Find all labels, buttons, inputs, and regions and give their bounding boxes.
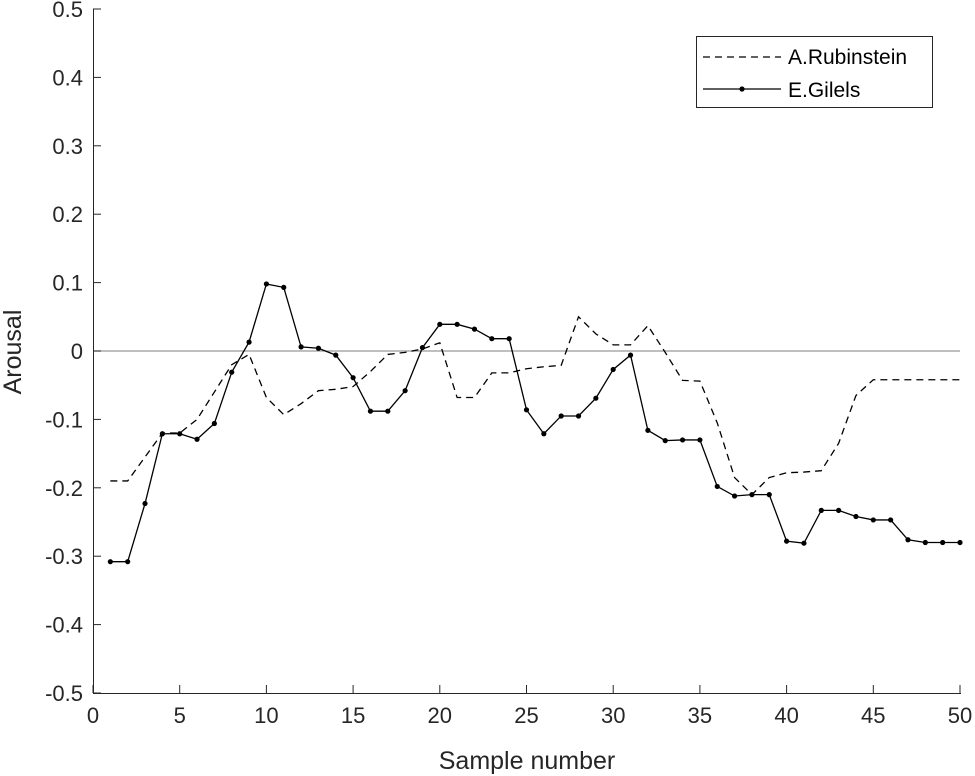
data-point-e-gilels: [298, 344, 304, 350]
data-point-e-gilels: [541, 431, 547, 437]
data-point-e-gilels: [627, 352, 634, 358]
data-point-e-gilels: [922, 539, 928, 546]
data-point-e-gilels: [506, 336, 512, 342]
data-point-e-gilels: [749, 492, 755, 498]
data-point-e-gilels: [697, 437, 703, 443]
data-point-e-gilels: [471, 326, 478, 332]
legend: A.Rubinstein E.Gilels: [696, 36, 933, 108]
y-tick-label: 0.5: [52, 0, 83, 22]
x-tick-label: 10: [254, 703, 278, 728]
data-point-e-gilels: [437, 321, 443, 327]
x-tick-label: 5: [174, 703, 186, 728]
y-tick-label: -0.3: [45, 544, 83, 569]
data-point-e-gilels: [142, 500, 148, 507]
y-tick-label: 0: [71, 339, 83, 364]
data-point-e-gilels: [350, 375, 356, 381]
data-point-e-gilels: [315, 345, 322, 351]
data-point-e-gilels: [489, 336, 495, 342]
legend-box: [696, 36, 933, 108]
data-point-e-gilels: [211, 420, 217, 427]
data-point-e-gilels: [333, 352, 339, 358]
y-axis-title: Arousal: [0, 310, 27, 395]
data-point-e-gilels: [281, 284, 287, 290]
data-point-e-gilels: [107, 559, 113, 565]
series-line-e-gilels: [110, 283, 960, 563]
data-point-e-gilels: [593, 395, 599, 401]
x-tick-label: 15: [341, 703, 365, 728]
data-point-e-gilels: [177, 431, 183, 437]
data-point-e-gilels: [454, 321, 460, 327]
data-point-e-gilels: [229, 369, 235, 375]
data-point-e-gilels: [662, 438, 668, 444]
x-tick-label: 0: [87, 703, 99, 728]
data-point-e-gilels: [957, 539, 963, 546]
data-point-e-gilels: [818, 507, 824, 513]
x-axis-title: Sample number: [439, 747, 615, 775]
data-point-e-gilels: [575, 413, 582, 419]
series-line-a-rubinstein: [110, 315, 960, 496]
data-point-e-gilels: [905, 537, 911, 543]
data-point-e-gilels: [367, 408, 374, 414]
data-point-e-gilels: [784, 538, 790, 544]
data-point-e-gilels: [801, 540, 807, 546]
legend-label-e-gilels: E.Gilels: [788, 79, 860, 102]
data-point-e-gilels: [385, 408, 391, 414]
data-point-e-gilels: [888, 517, 894, 523]
y-tick-label: 0.1: [52, 271, 83, 296]
data-point-e-gilels: [402, 388, 408, 394]
y-tick-label: 0.4: [52, 65, 83, 90]
data-point-e-gilels: [766, 492, 772, 498]
data-point-e-gilels: [853, 513, 859, 520]
data-point-e-gilels: [714, 483, 720, 490]
plot-area: [93, 281, 963, 565]
y-tick-label: -0.2: [45, 476, 83, 501]
legend-label-a-rubinstein: A.Rubinstein: [788, 46, 907, 69]
data-point-e-gilels: [610, 366, 616, 373]
y-tick-label: 0.2: [52, 202, 83, 227]
data-point-e-gilels: [940, 539, 946, 546]
data-point-e-gilels: [246, 339, 252, 345]
data-point-e-gilels: [194, 436, 200, 442]
y-tick-label: 0.3: [52, 134, 83, 159]
x-tick-label: 20: [428, 703, 452, 728]
data-point-e-gilels: [263, 281, 269, 287]
x-ticks: 0 5 10 15 20 25 30 35 40 45 50: [87, 685, 972, 728]
x-tick-label: 40: [774, 703, 798, 728]
legend-marker-e-gilels: [739, 86, 745, 92]
x-tick-label: 25: [514, 703, 538, 728]
x-tick-label: 45: [861, 703, 885, 728]
data-point-e-gilels: [679, 437, 686, 443]
x-tick-label: 50: [948, 703, 972, 728]
x-tick-label: 30: [601, 703, 625, 728]
data-point-e-gilels: [836, 507, 842, 513]
y-tick-label: -0.4: [45, 613, 83, 638]
data-point-e-gilels: [731, 493, 738, 499]
data-point-e-gilels: [419, 344, 426, 351]
y-ticks: -0.5 -0.4 -0.3 -0.2 -0.1 0 0.1 0.2 0.3 0.4 0.5: [45, 0, 101, 706]
data-point-e-gilels: [645, 427, 651, 433]
y-tick-label: -0.1: [45, 407, 83, 432]
data-point-e-gilels: [558, 413, 564, 419]
data-point-e-gilels: [870, 517, 876, 523]
data-point-e-gilels: [125, 559, 131, 565]
data-point-e-gilels: [523, 407, 530, 413]
y-tick-label: -0.5: [45, 681, 83, 706]
data-point-e-gilels: [159, 431, 165, 437]
x-tick-label: 35: [688, 703, 712, 728]
